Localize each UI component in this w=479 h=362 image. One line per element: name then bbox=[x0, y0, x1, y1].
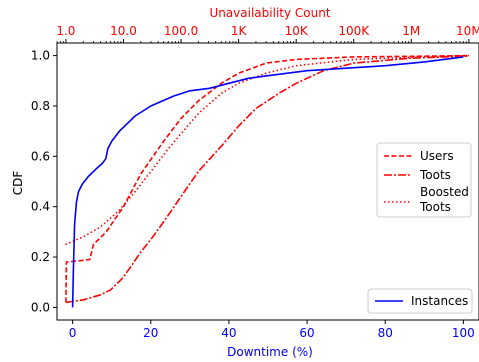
y-tick-label: 1.0 bbox=[31, 49, 50, 63]
legend-instances-label: Instances bbox=[411, 294, 468, 308]
top-tick-label: 100K bbox=[338, 24, 370, 38]
series-users-line bbox=[65, 54, 469, 303]
series-layer bbox=[65, 54, 469, 308]
series-boosted-line bbox=[65, 54, 469, 246]
x-tick-label: 100 bbox=[452, 326, 475, 340]
top-tick-label: 100.0 bbox=[164, 24, 198, 38]
legend-instances: Instances bbox=[367, 288, 473, 314]
x-tick-label: 0 bbox=[69, 326, 77, 340]
series-instances-line bbox=[71, 56, 464, 308]
legend-main: Users Toots Boosted Toots bbox=[376, 142, 473, 218]
top-tick-label: 1K bbox=[231, 24, 248, 38]
top-tick-label: 1.0 bbox=[56, 24, 75, 38]
top-tick-label: 1M bbox=[402, 24, 420, 38]
legend-toots-label: Toots bbox=[419, 168, 451, 182]
ticks-layer: 0 20 40 60 80 100 0.0 0.2 0.4 0.6 0.8 1.0 1.0 10.0 100… bbox=[31, 24, 479, 340]
top-tick-label: 10K bbox=[285, 24, 309, 38]
top-tick-label: 10M bbox=[456, 24, 479, 38]
x-tick-label: 40 bbox=[221, 326, 236, 340]
legend-boosted-label: Boosted Toots bbox=[419, 185, 473, 214]
y-axis-title: CDF bbox=[11, 171, 25, 196]
y-tick-label: 0.2 bbox=[31, 250, 50, 264]
series-toots-line bbox=[65, 55, 469, 304]
x-tick-label: 80 bbox=[378, 326, 393, 340]
x-axis-title: Downtime (%) bbox=[227, 345, 313, 359]
legend-boosted-label-line-2: Toots bbox=[419, 200, 451, 214]
legend-boosted-label-line-1: Boosted bbox=[420, 185, 469, 199]
top-tick-label: 10.0 bbox=[110, 24, 137, 38]
x-tick-label: 60 bbox=[299, 326, 314, 340]
legend-instances-box bbox=[367, 288, 473, 314]
top-axis-title: Unavailability Count bbox=[209, 6, 330, 20]
x-tick-label: 20 bbox=[143, 326, 158, 340]
plot-frame bbox=[56, 42, 479, 321]
y-tick-label: 0.4 bbox=[31, 200, 50, 214]
legend-main-box bbox=[376, 142, 472, 218]
legend-users-label: Users bbox=[420, 149, 454, 163]
y-tick-label: 0.0 bbox=[31, 300, 50, 314]
y-tick-label: 0.8 bbox=[31, 99, 50, 113]
y-tick-label: 0.6 bbox=[31, 149, 50, 163]
